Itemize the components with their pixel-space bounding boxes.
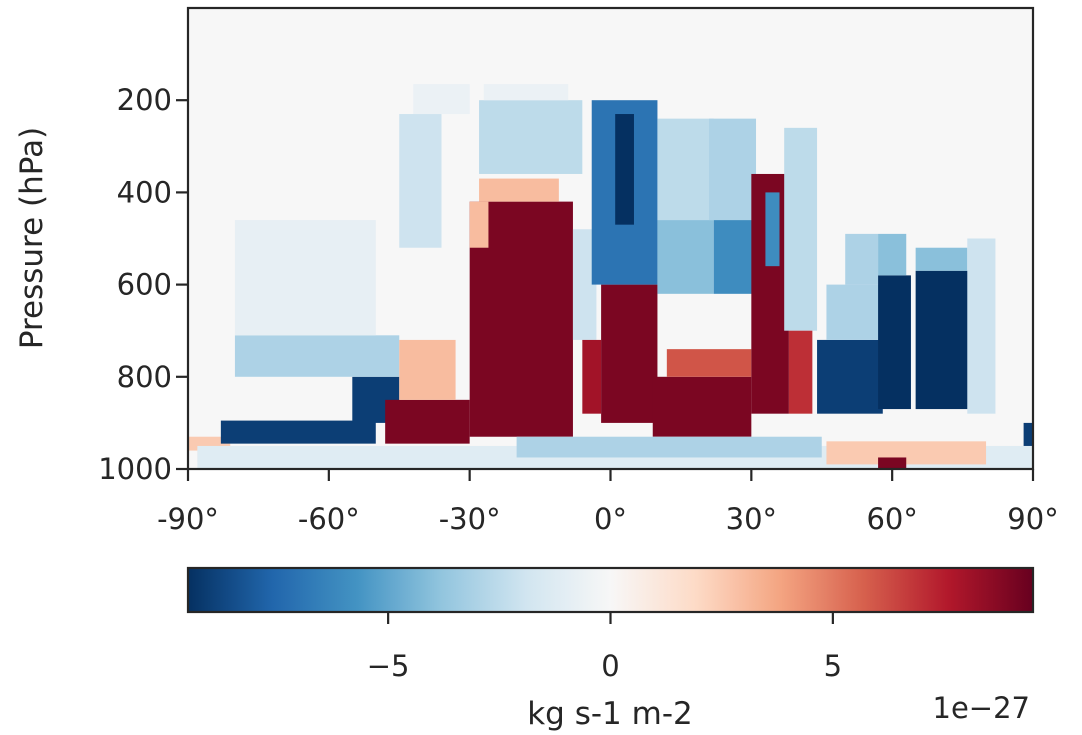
heatmap-cell xyxy=(479,100,583,174)
heatmap-cell xyxy=(1023,422,1033,446)
heatmap-cell xyxy=(234,335,400,377)
heatmap-cell xyxy=(479,178,559,202)
x-tick-label: -30° xyxy=(439,502,501,536)
heatmap-cell xyxy=(220,420,376,444)
colorbar-gradient xyxy=(186,566,1035,614)
heatmap-cell xyxy=(878,275,911,410)
colorbar-label: kg s-1 m-2 xyxy=(527,696,693,732)
heatmap-cell xyxy=(788,330,813,414)
heatmap-cell xyxy=(817,339,883,414)
colorbar-offset-text: 1e−27 xyxy=(933,691,1031,725)
y-tick-label: 200 xyxy=(117,83,172,117)
heatmap-cell xyxy=(915,247,968,271)
heatmap-cell xyxy=(399,339,456,400)
heatmap-cell xyxy=(516,436,822,458)
colorbar: kg s-1 m-2 1e−27 −5 0 5 xyxy=(186,566,1035,732)
heatmap-cell xyxy=(915,270,972,410)
x-tick-label: 30° xyxy=(726,502,777,536)
heatmap-area xyxy=(186,6,1035,471)
x-tick-label: 0° xyxy=(594,502,627,536)
y-tick-label: 1000 xyxy=(98,452,172,486)
y-tick-label: 600 xyxy=(117,268,172,302)
heatmap-cell xyxy=(657,220,714,294)
heatmap-cell xyxy=(399,114,442,248)
heatmap-cell xyxy=(826,284,883,340)
x-tick-label: -90° xyxy=(157,502,219,536)
colorbar-tick-label: 5 xyxy=(824,649,842,683)
y-tick-label: 400 xyxy=(117,175,172,209)
y-axis: Pressure (hPa) 200 400 600 800 1000 xyxy=(14,83,188,486)
x-tick-label: 90° xyxy=(1007,502,1058,536)
heatmap-cell xyxy=(469,201,489,248)
heatmap-cell xyxy=(967,238,996,414)
heatmap-cell xyxy=(666,349,752,377)
heatmap-cell xyxy=(234,220,376,336)
heatmap-cell xyxy=(657,118,714,221)
colorbar-tick-label: −5 xyxy=(367,649,410,683)
heatmap-cell xyxy=(826,441,987,465)
heatmap-cell xyxy=(572,229,597,340)
heatmap-cell xyxy=(601,284,658,423)
x-tick-label: 60° xyxy=(866,502,917,536)
heatmap-cell xyxy=(878,233,907,276)
heatmap-cell xyxy=(413,84,470,115)
heatmap-cell xyxy=(784,127,818,331)
y-tick-label: 800 xyxy=(117,360,172,394)
heatmap-cell xyxy=(652,376,752,437)
y-axis-label: Pressure (hPa) xyxy=(14,127,50,349)
heatmap-cell xyxy=(615,114,634,225)
colorbar-tick-label: 0 xyxy=(601,649,619,683)
heatmap-cell xyxy=(483,84,569,101)
heatmap-cell xyxy=(709,118,757,221)
x-axis: -90° -60° -30° 0° 30° 60° 90° xyxy=(157,469,1059,536)
heatmap-cell xyxy=(385,399,470,444)
x-tick-label: -60° xyxy=(298,502,360,536)
heatmap-cell xyxy=(765,192,780,267)
heatmap-cell xyxy=(582,339,602,414)
heatmap-cell xyxy=(878,457,907,469)
heatmap-cells xyxy=(188,84,1033,469)
heatmap-cell xyxy=(845,233,879,285)
